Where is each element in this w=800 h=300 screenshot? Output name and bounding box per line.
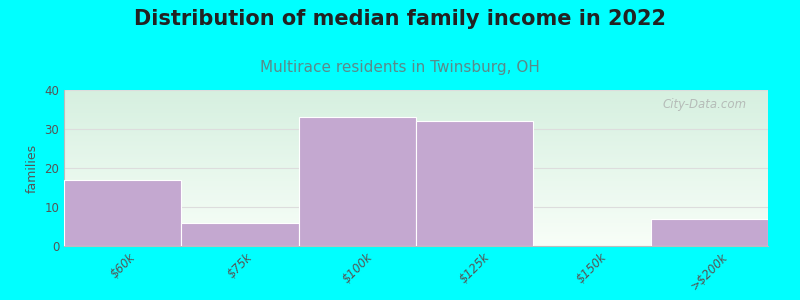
Text: Distribution of median family income in 2022: Distribution of median family income in …: [134, 9, 666, 29]
Bar: [416, 121, 534, 246]
Bar: [182, 223, 298, 246]
Bar: [650, 219, 768, 246]
Bar: [64, 180, 182, 246]
Bar: [298, 117, 416, 246]
Text: City-Data.com: City-Data.com: [662, 98, 747, 111]
Y-axis label: families: families: [26, 143, 38, 193]
Text: Multirace residents in Twinsburg, OH: Multirace residents in Twinsburg, OH: [260, 60, 540, 75]
